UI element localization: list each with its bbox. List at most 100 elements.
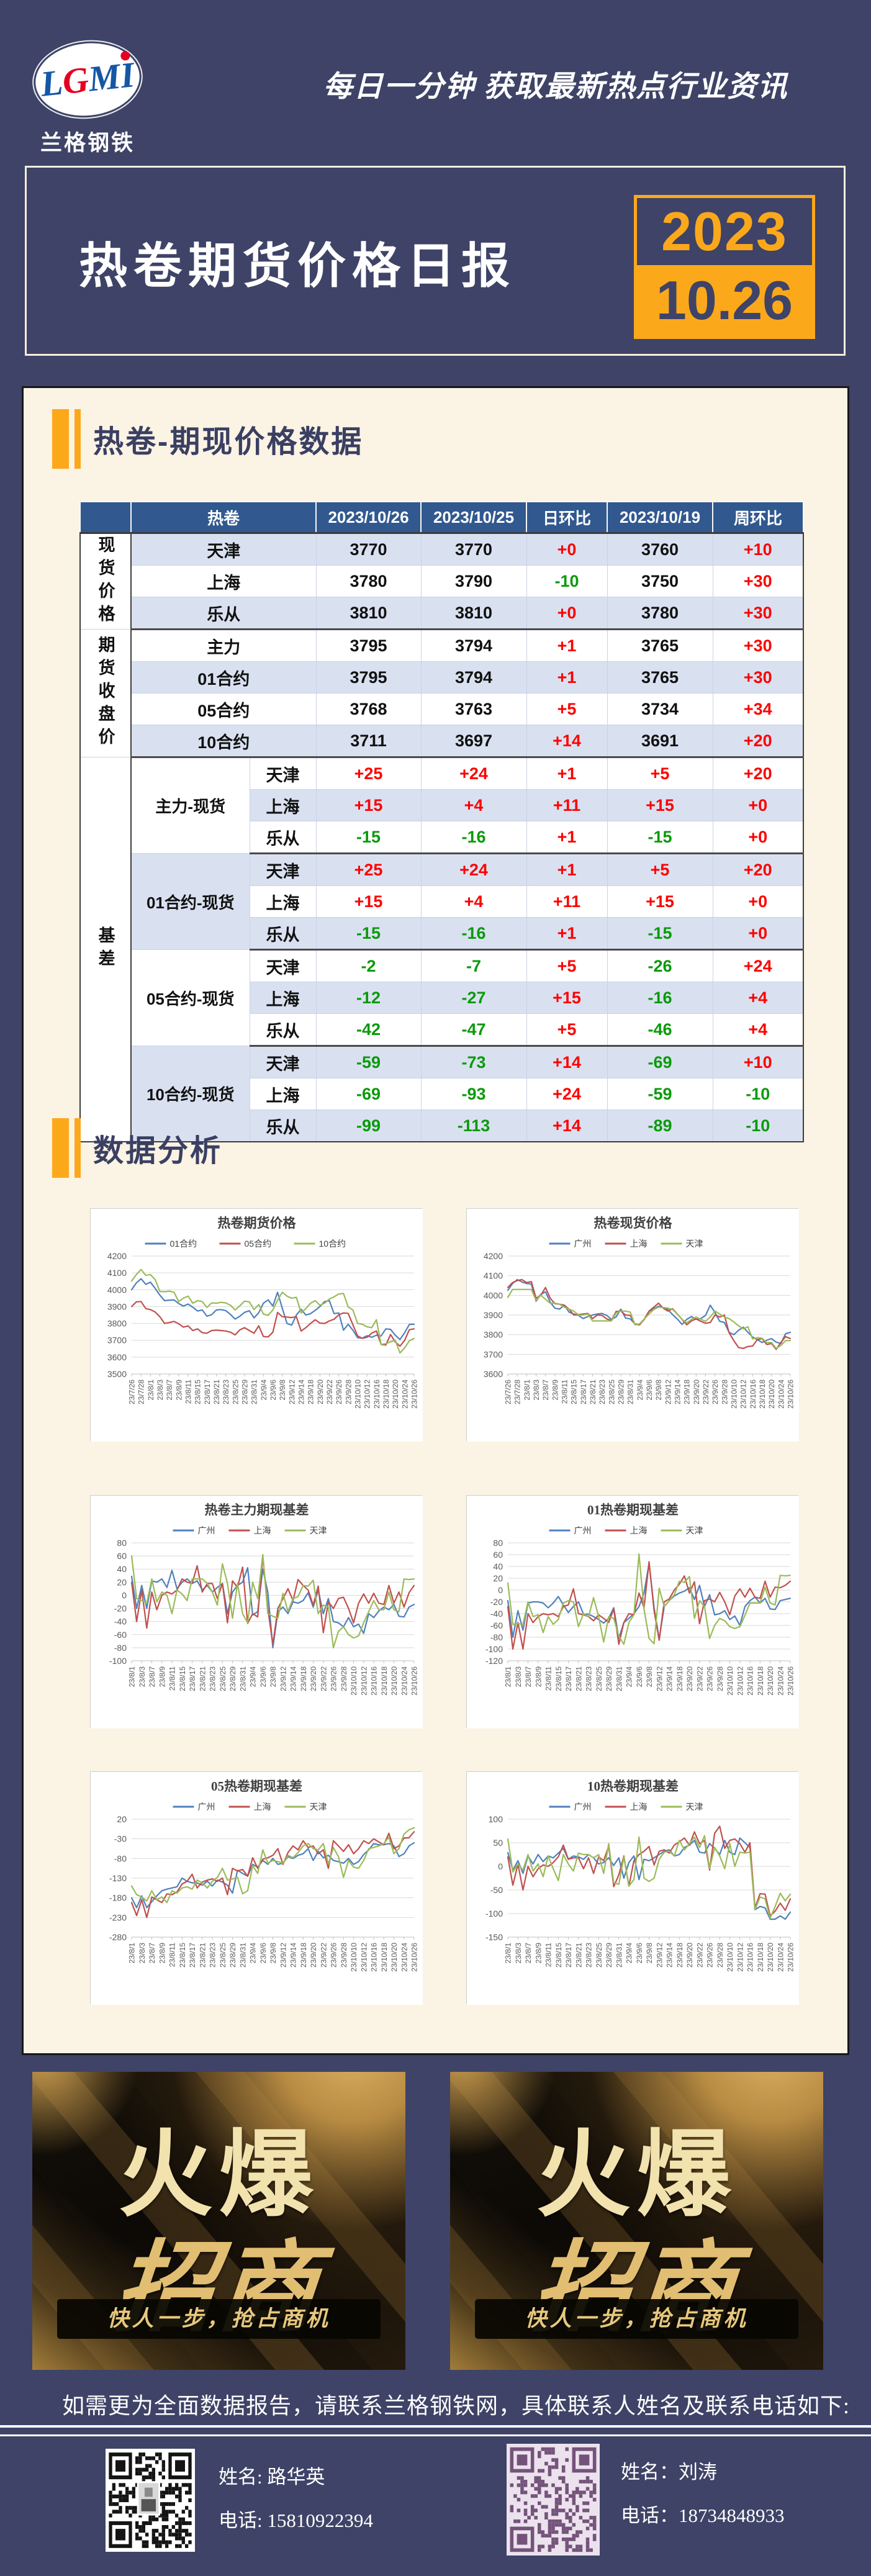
x-tick-label: 23/8/23 (209, 1943, 217, 1968)
y-tick-label: 3500 (107, 1369, 127, 1379)
x-tick-label: 23/9/26 (711, 1380, 720, 1404)
x-tick-label: 23/8/21 (589, 1380, 597, 1404)
value-cell: -59 (315, 1046, 422, 1078)
x-tick-label: 23/9/18 (299, 1943, 308, 1968)
x-tick-label: 23/8/31 (238, 1666, 247, 1691)
x-tick-label: 23/10/24 (776, 1943, 785, 1972)
y-tick-label: 20 (117, 1577, 127, 1587)
value-cell: +20 (712, 853, 804, 886)
y-tick-label: 40 (493, 1561, 503, 1571)
x-tick-label: 23/8/15 (570, 1380, 579, 1404)
x-tick-label: 23/10/12 (736, 1943, 744, 1972)
value-cell: -46 (607, 1013, 713, 1047)
y-tick-label: 100 (489, 1814, 503, 1824)
value-cell: +11 (526, 789, 608, 821)
value-cell: -15 (315, 821, 422, 854)
value-cell: +10 (712, 1046, 804, 1078)
table-row: 01合约-现货 天津 +25 +24 +1 +5 +20 (80, 853, 804, 950)
x-tick-label: 23/8/31 (615, 1943, 623, 1968)
x-tick-label: 23/10/10 (350, 1666, 358, 1696)
content-panel: 热卷-期现价格数据 热卷 2023/10/26 2023/10/25 日环比 2023/… (22, 386, 849, 2055)
x-tick-label: 23/10/18 (380, 1666, 389, 1696)
x-tick-label: 23/10/20 (390, 1666, 399, 1696)
value-cell: -26 (607, 949, 713, 982)
date-box: 2023 10.26 (634, 195, 815, 339)
city-cell: 天津 (249, 757, 317, 790)
x-tick-label: 23/10/10 (730, 1380, 739, 1409)
y-tick-label: 3700 (107, 1335, 127, 1345)
value-cell: -93 (420, 1078, 527, 1110)
x-tick-label: 23/10/20 (766, 1943, 775, 1972)
city-cell: 乐从 (249, 821, 317, 854)
legend-label: 广州 (198, 1525, 215, 1535)
x-tick-label: 23/8/1 (147, 1380, 155, 1401)
contact-phone: 电话: 15810922394 (219, 2510, 373, 2531)
x-tick-label: 23/9/4 (625, 1666, 634, 1688)
value-cell: +5 (526, 693, 608, 725)
value-cell: -69 (315, 1078, 422, 1110)
x-tick-label: 23/7/28 (513, 1380, 522, 1404)
x-tick-label: 23/8/29 (617, 1380, 626, 1404)
series-line (507, 1553, 792, 1645)
y-tick-label: 50 (493, 1838, 503, 1848)
y-tick-label: 3700 (484, 1349, 503, 1359)
x-tick-label: 23/9/4 (625, 1943, 634, 1964)
x-tick-label: 23/9/6 (259, 1943, 268, 1964)
x-tick-label: 23/10/18 (756, 1943, 765, 1972)
value-cell: 3711 (315, 725, 422, 758)
legend-label: 01合约 (170, 1239, 197, 1249)
x-tick-label: 23/9/6 (645, 1380, 654, 1401)
x-tick-label: 23/9/14 (666, 1943, 674, 1968)
x-tick-label: 23/9/12 (287, 1380, 296, 1404)
value-cell: +25 (315, 853, 422, 886)
value-cell: +24 (526, 1078, 608, 1110)
y-tick-label: -180 (109, 1893, 127, 1903)
y-tick-label: -60 (490, 1620, 503, 1630)
value-cell: +5 (607, 853, 713, 886)
y-tick-label: -80 (490, 1632, 503, 1642)
value-cell: +14 (526, 1109, 608, 1142)
value-cell: +1 (526, 853, 608, 886)
contact-name: 姓名：刘涛 (621, 2461, 717, 2483)
value-cell: -69 (607, 1046, 713, 1078)
logo-letter: G (60, 59, 91, 102)
section-title-text: 热卷-期现价格数据 (93, 425, 364, 459)
value-cell: 3734 (607, 693, 713, 725)
x-tick-label: 23/8/21 (574, 1666, 583, 1691)
value-cell: 3697 (420, 725, 527, 758)
value-cell: -15 (607, 917, 713, 951)
x-tick-label: 23/8/23 (209, 1666, 217, 1691)
value-cell: 3780 (607, 597, 713, 630)
x-tick-label: 23/9/28 (716, 1666, 724, 1691)
value-cell: -7 (420, 949, 527, 982)
y-tick-label: -30 (114, 1834, 127, 1844)
x-tick-label: 23/10/18 (758, 1380, 767, 1409)
x-tick-label: 23/9/22 (319, 1943, 328, 1968)
value-cell: 3768 (315, 693, 422, 725)
legend-label: 上海 (254, 1525, 271, 1535)
x-tick-label: 23/9/18 (675, 1666, 684, 1691)
city-cell: 乐从 (249, 1013, 317, 1047)
x-tick-label: 23/10/16 (746, 1943, 755, 1972)
x-tick-label: 23/10/24 (777, 1380, 785, 1409)
row-label-cell: 主力 (130, 629, 317, 662)
value-cell: +1 (526, 757, 608, 790)
y-tick-label: 4200 (107, 1251, 127, 1261)
series-line (507, 1288, 792, 1349)
x-tick-label: 23/10/24 (400, 1380, 409, 1409)
series-line (130, 1831, 415, 1918)
table-row: 乐从 3810 3810 +0 3780 +30 (80, 597, 804, 630)
table-header-cell: 周环比 (712, 501, 805, 534)
y-tick-label: -80 (114, 1853, 127, 1863)
value-cell: +15 (526, 982, 608, 1014)
qr-code (106, 2449, 195, 2552)
chart-card-futures-price: 热卷期货价格 01合约 05合约 10合约 4200 4100 4000 3900 3800 37… (90, 1208, 423, 1442)
x-tick-label: 23/10/20 (391, 1380, 400, 1409)
x-tick-label: 23/10/26 (787, 1943, 795, 1972)
x-tick-label: 23/8/1 (128, 1943, 137, 1964)
value-cell: -2 (315, 949, 422, 982)
value-cell: 3794 (420, 661, 527, 694)
y-tick-label: -130 (109, 1873, 127, 1883)
